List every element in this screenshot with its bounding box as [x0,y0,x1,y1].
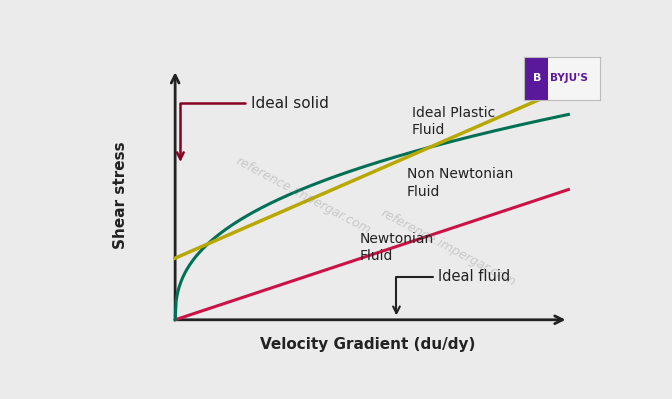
Text: reference.impergar.com: reference.impergar.com [379,206,518,289]
Text: Shear stress: Shear stress [113,142,128,249]
Text: Ideal Plastic
Fluid: Ideal Plastic Fluid [412,106,495,137]
Text: Velocity Gradient (du/dy): Velocity Gradient (du/dy) [260,337,476,352]
Text: Ideal fluid: Ideal fluid [393,269,511,313]
Text: reference.impergar.com: reference.impergar.com [233,154,372,237]
Text: Non Newtonian
Fluid: Non Newtonian Fluid [407,168,513,199]
Text: Newtonian
Fluid: Newtonian Fluid [360,232,434,263]
Text: Ideal solid: Ideal solid [177,96,329,159]
